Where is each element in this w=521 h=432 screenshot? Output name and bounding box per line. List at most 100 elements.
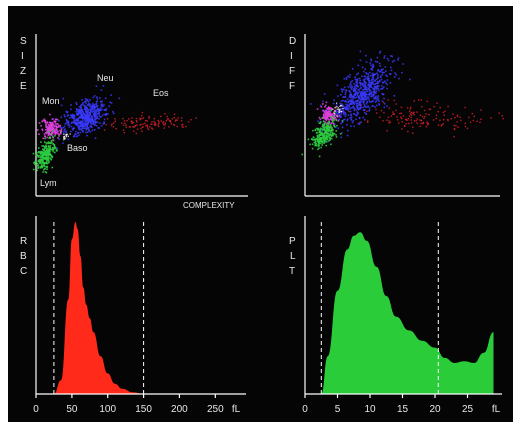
eos-point (177, 117, 179, 119)
diff-letter-i: I (290, 51, 293, 62)
diff-blue-point (335, 112, 338, 114)
neu-point (58, 120, 60, 122)
diff-blue-point (369, 86, 371, 89)
lym-point (41, 145, 43, 147)
neu-point (65, 131, 67, 133)
eos-point (163, 127, 165, 129)
diff-blue-point (362, 79, 365, 81)
diff-red-point (367, 120, 369, 122)
neu-point (87, 131, 89, 133)
diff-blue-point (365, 93, 367, 95)
diff-blue-point (347, 86, 350, 88)
neu-point (70, 104, 72, 106)
neu-point (82, 111, 84, 113)
neu-point (67, 121, 70, 124)
diff-red-point (413, 120, 416, 122)
mon-point (49, 124, 51, 127)
diff-red-point (408, 115, 411, 117)
diff-red-point (420, 119, 423, 122)
mon-point (48, 128, 50, 131)
diff-blue-point (340, 111, 343, 114)
diff-blue-point (345, 76, 348, 79)
diff-blue-point (350, 114, 353, 117)
diff-blue-point (371, 66, 374, 69)
rbc-letter-b: B (20, 251, 27, 262)
diff-blue-point (364, 81, 367, 84)
diff-green-point (332, 129, 334, 131)
mon-point (54, 132, 56, 134)
neu-point (68, 117, 71, 119)
eos-point (141, 117, 143, 120)
lym-point (52, 150, 54, 153)
diff-blue-point (357, 96, 360, 98)
mon-point (57, 137, 59, 139)
diff-green-point (315, 143, 317, 145)
neu-point (89, 99, 91, 101)
diff-red-point (390, 115, 393, 117)
lym-point (49, 153, 51, 155)
neu-point (75, 102, 77, 104)
lym-point (44, 151, 47, 154)
neu-point (104, 97, 107, 100)
diff-blue-point (374, 101, 377, 103)
eos-point (142, 117, 145, 119)
neu-point (70, 125, 73, 128)
neu-point (103, 121, 105, 123)
diff-blue-point (350, 125, 352, 127)
diff-magenta-point (329, 112, 332, 115)
neu-point (86, 109, 88, 111)
diff-blue-point (355, 104, 358, 107)
diff-red-point (421, 105, 423, 108)
neu-point (76, 109, 78, 112)
diff-red-point (498, 112, 500, 114)
diff-blue-point (367, 105, 369, 108)
neu-point (65, 110, 67, 113)
mon-point (56, 131, 59, 134)
diff-blue-point (355, 114, 358, 117)
diff-blue-point (376, 86, 379, 88)
neu-point (86, 118, 88, 121)
diff-blue-point (376, 61, 379, 63)
diff-blue-point (365, 77, 368, 80)
diff-blue-point (360, 97, 363, 100)
lym-point (41, 158, 44, 160)
diff-blue-point (372, 105, 374, 107)
diff-blue-point (368, 92, 371, 95)
diff-blue-point (372, 76, 374, 79)
diff-green-point (312, 139, 314, 141)
diff-blue-point (395, 73, 397, 76)
diff-red-point (410, 116, 412, 119)
diff-blue-point (340, 103, 343, 105)
neu-point (77, 125, 80, 128)
diff-blue-point (346, 119, 349, 122)
mon-point (50, 126, 52, 128)
diff-blue-point (340, 88, 343, 90)
neu-point (83, 127, 85, 130)
diff-blue-point (351, 95, 354, 98)
eos-label: Eos (153, 88, 169, 98)
neu-point (94, 137, 97, 139)
mon-point (51, 126, 54, 129)
diff-blue-point (349, 107, 352, 110)
diff-green-point (330, 129, 332, 132)
lym-point (38, 147, 40, 149)
diff-blue-point (354, 76, 356, 78)
diff-blue-point (359, 82, 361, 85)
diff-blue-point (339, 116, 341, 119)
plt-letter-p: P (289, 236, 296, 247)
diff-red-point (469, 121, 472, 123)
neu-point (88, 115, 90, 117)
lym-point (45, 154, 48, 157)
diff-blue-point (360, 100, 362, 103)
diff-blue-point (350, 100, 353, 103)
diff-red-point (457, 126, 459, 128)
diff-red-point (392, 111, 394, 113)
diff-blue-point (369, 62, 372, 64)
diff-green-point (319, 142, 322, 145)
eos-point (136, 124, 138, 126)
diff-green-point (334, 126, 336, 128)
diff-blue-point (370, 84, 372, 87)
diff-blue-point (353, 89, 355, 92)
eos-point (147, 128, 150, 131)
